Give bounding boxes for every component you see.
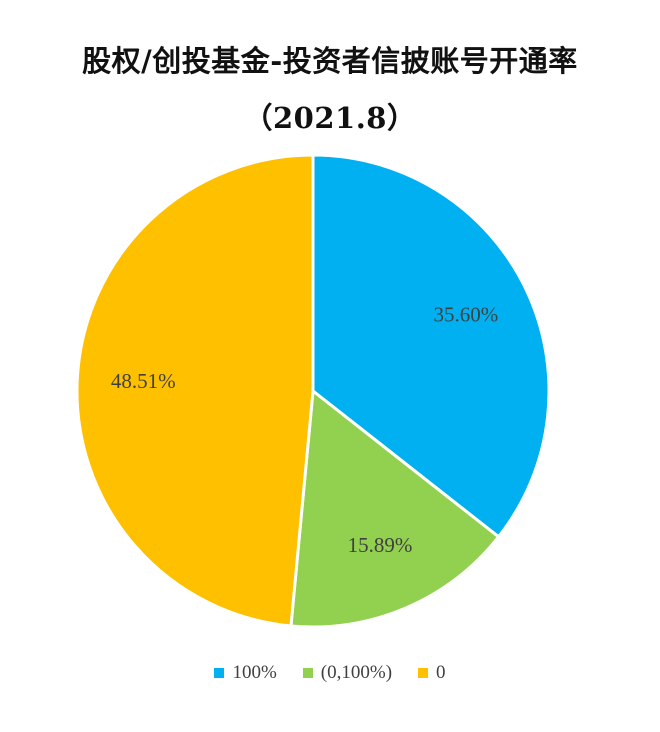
chart-title: 股权/创投基金-投资者信披账号开通率 [82, 44, 578, 78]
legend-item-partial: (0,100%) [302, 662, 393, 684]
legend-swatch-partial [302, 668, 313, 678]
legend-swatch-zero [418, 668, 429, 678]
legend-label-partial: (0,100%) [320, 662, 393, 683]
data-label-100: 35.60% [433, 303, 498, 327]
slice-partial [289, 388, 501, 629]
legend-item-zero: 0 [418, 662, 446, 684]
chart-subtitle: （2021.8） [243, 101, 417, 135]
legend-item-100: 100% [214, 662, 277, 684]
data-label-partial: 15.89% [348, 533, 413, 557]
data-label-zero: 48.51% [111, 369, 176, 393]
slice-zero [75, 153, 315, 628]
legend-label-zero: 0 [436, 662, 446, 683]
legend-label-100: 100% [232, 662, 277, 683]
slice-100 [311, 153, 551, 539]
legend-swatch-100 [214, 668, 225, 678]
chart-legend: 100% (0,100%) 0 [0, 662, 660, 684]
